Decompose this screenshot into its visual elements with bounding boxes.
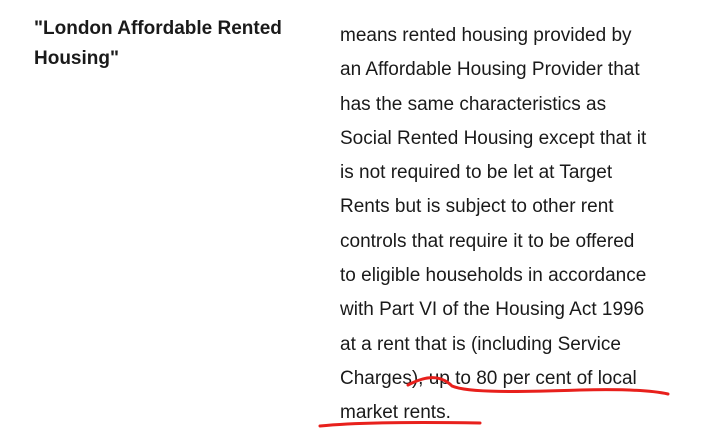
- definition-line: controls that require it to be offered: [340, 230, 635, 252]
- definition-line: an Affordable Housing Provider that: [340, 59, 640, 81]
- definition-line: to eligible households in accordance: [340, 265, 647, 287]
- definition-line: means rented housing provided by: [340, 25, 632, 46]
- definition-line: market rents.: [340, 402, 451, 424]
- definition-line: Rents but is subject to other rent: [340, 196, 614, 218]
- defined-term: "London Affordable Rented Housing": [34, 18, 282, 69]
- definition-line: is not required to be let at Target: [340, 162, 613, 184]
- definition-line: has the same characteristics as: [340, 93, 607, 115]
- definition-text: means rented housing provided by an Affo…: [340, 19, 700, 431]
- definition-line: with Part VI of the Housing Act 1996: [340, 299, 645, 321]
- definition-line: Social Rented Housing except that it: [340, 127, 647, 149]
- definition-line: Charges), up to 80 per cent of local: [340, 367, 637, 389]
- definition-line: at a rent that is (including Service: [340, 333, 621, 355]
